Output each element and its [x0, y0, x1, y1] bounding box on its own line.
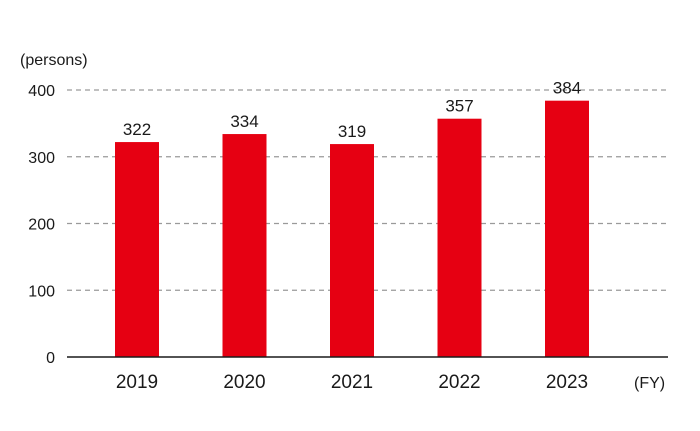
- bar-2022: [437, 118, 482, 357]
- bar-2019: [115, 142, 159, 357]
- bar-2023: [545, 100, 589, 358]
- y-tick-label: 200: [28, 217, 55, 234]
- data-label-2020: 334: [230, 112, 258, 131]
- y-tick-label: 100: [28, 283, 55, 300]
- x-axis-ticks: 2019 2020 2021 2022 2023: [116, 372, 588, 393]
- y-tick-label: 300: [28, 150, 55, 167]
- x-tick-label: 2020: [223, 372, 265, 393]
- y-axis-unit-label: (persons): [20, 52, 88, 69]
- x-tick-label: 2023: [546, 372, 588, 393]
- x-axis-unit-label: (FY): [634, 375, 665, 392]
- x-tick-label: 2019: [116, 372, 158, 393]
- bar-2021: [330, 144, 374, 357]
- data-label-2023: 384: [553, 79, 581, 98]
- bars: [115, 100, 589, 358]
- x-tick-label: 2021: [331, 372, 373, 393]
- data-label-2019: 322: [123, 120, 151, 139]
- data-labels: 322 334 319 357 384: [123, 79, 581, 141]
- data-label-2022: 357: [445, 97, 473, 116]
- y-axis-ticks: 0 100 200 300 400: [28, 83, 55, 367]
- data-label-2021: 319: [338, 122, 366, 141]
- y-tick-label: 0: [46, 350, 55, 367]
- bar-2020: [222, 134, 267, 357]
- y-tick-label: 400: [28, 83, 55, 100]
- x-tick-label: 2022: [438, 372, 480, 393]
